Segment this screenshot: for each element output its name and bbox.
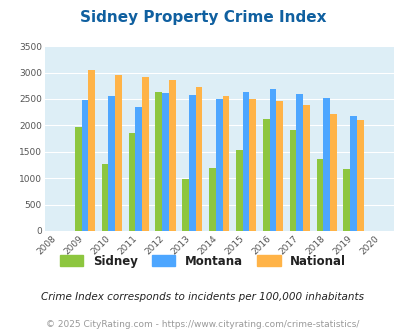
Bar [262,118,269,231]
Text: Crime Index corresponds to incidents per 100,000 inhabitants: Crime Index corresponds to incidents per… [41,292,364,302]
Bar [142,77,148,231]
Bar [343,169,350,231]
Legend: Sidney, Montana, National: Sidney, Montana, National [55,250,350,273]
Bar [269,89,276,231]
Bar [182,179,189,231]
Bar [155,92,162,231]
Bar [329,114,336,231]
Bar [303,105,309,231]
Text: © 2025 CityRating.com - https://www.cityrating.com/crime-statistics/: © 2025 CityRating.com - https://www.city… [46,320,359,329]
Bar [88,71,95,231]
Bar [356,120,363,231]
Bar [168,80,175,231]
Bar [322,98,329,231]
Bar [316,159,322,231]
Bar [108,96,115,231]
Bar [249,99,256,231]
Bar [189,95,195,231]
Bar [209,168,215,231]
Bar [81,100,88,231]
Bar [349,116,356,231]
Bar [296,94,303,231]
Bar [135,108,142,231]
Bar [289,130,296,231]
Bar [75,127,81,231]
Bar [215,99,222,231]
Text: Sidney Property Crime Index: Sidney Property Crime Index [79,10,326,25]
Bar [276,101,282,231]
Bar [235,150,242,231]
Bar [128,133,135,231]
Bar [162,93,168,231]
Bar [242,92,249,231]
Bar [102,164,108,231]
Bar [115,75,122,231]
Bar [195,87,202,231]
Bar [222,96,229,231]
